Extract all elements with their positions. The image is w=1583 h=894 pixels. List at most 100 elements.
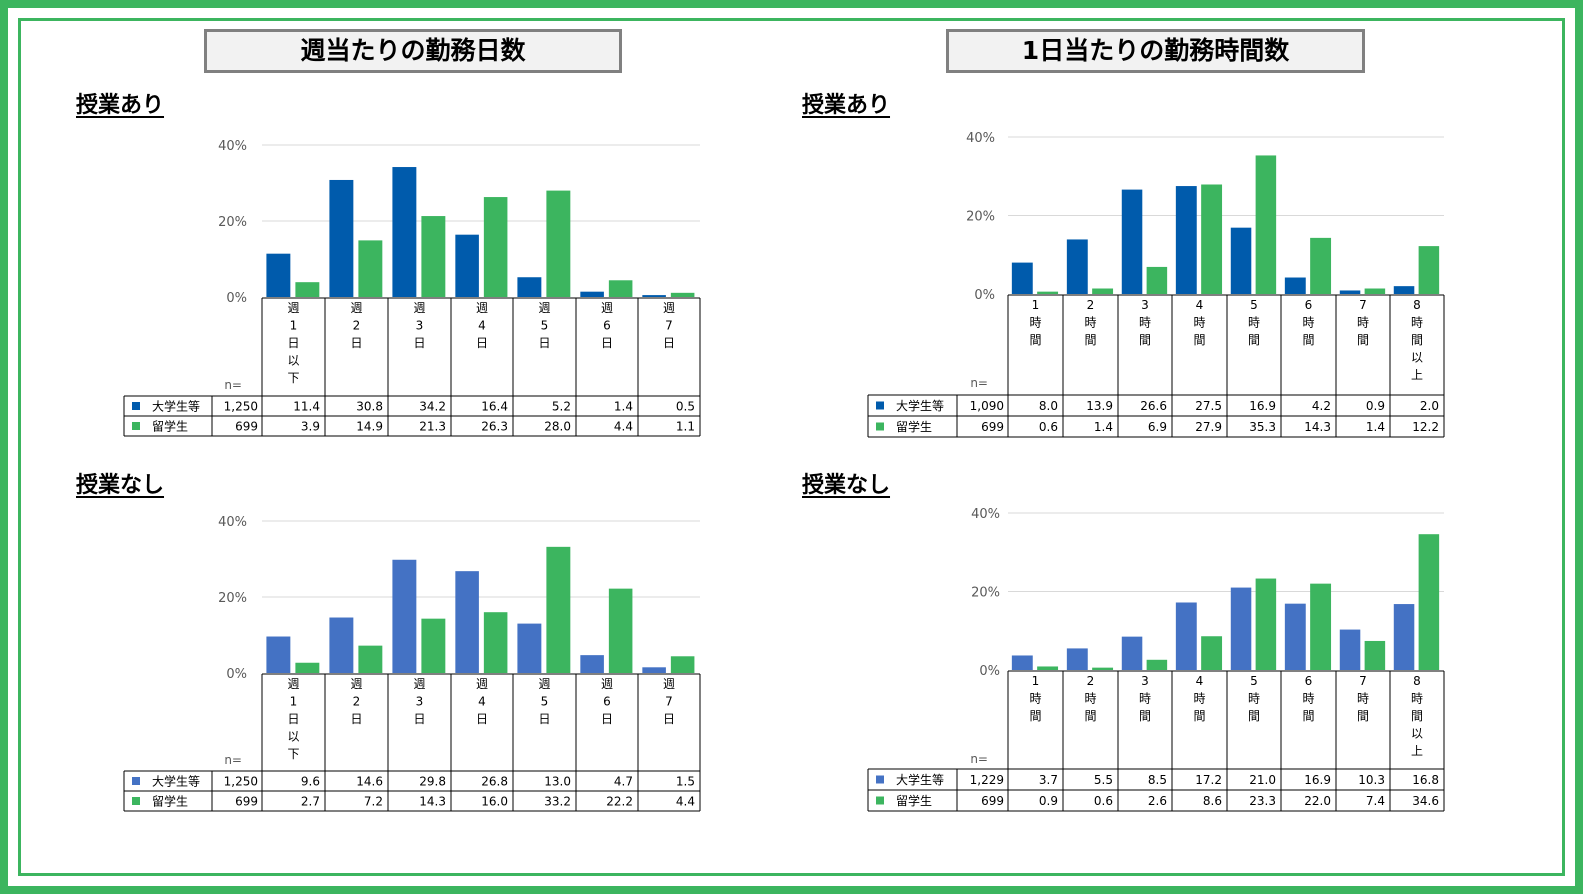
hours-with-class-legend-swatch-univ: [876, 401, 884, 410]
hours-with-class-value-label: 4.2: [1312, 399, 1331, 413]
hours-without-class-value-label: 3.7: [1039, 773, 1058, 787]
hours-without-class-category-label: 時: [1139, 692, 1151, 706]
days-with-class-bar-univ: [580, 291, 604, 297]
days-with-class-value-label: 14.9: [356, 420, 383, 434]
hours-with-class-value-label: 27.9: [1195, 420, 1222, 434]
days-without-class-bar-intl: [546, 546, 571, 673]
days-without-class-category-label: 2: [353, 695, 361, 709]
days-with-class-category-label: 週: [476, 301, 488, 315]
hours-with-class-category-label: 間: [1411, 333, 1423, 347]
days-with-class-value-label: 0.5: [676, 400, 695, 414]
hours-with-class-category-label: 時: [1029, 316, 1041, 330]
inner-frame: [18, 18, 1565, 876]
hours-without-class-n-label: n=: [970, 752, 988, 766]
days-with-class-bar-univ: [642, 295, 666, 297]
hours-without-class-category-label: 時: [1029, 692, 1041, 706]
section-days-without-class: 授業なし: [76, 473, 165, 498]
hours-without-class-category-label: 間: [1357, 709, 1369, 723]
hours-without-class-value-label: 8.6: [1203, 794, 1222, 808]
hours-without-class-category-label: 間: [1029, 709, 1041, 723]
days-without-class-value-label: 9.6: [301, 775, 320, 789]
hours-with-class-category-label: 8: [1413, 298, 1421, 312]
days-with-class-bar-intl: [483, 197, 508, 297]
days-without-class-category-label: 6: [603, 695, 611, 709]
hours-with-class-n-value: 1,090: [970, 399, 1004, 413]
hours-with-class-series-name: 留学生: [896, 419, 932, 434]
days-without-class-bar-univ: [642, 667, 666, 673]
hours-without-class-bar-univ: [1011, 655, 1033, 670]
days-with-class-series-name: 留学生: [152, 419, 188, 434]
hours-without-class-category-label: 時: [1357, 692, 1369, 706]
hours-with-class-value-label: 16.9: [1249, 399, 1276, 413]
days-without-class-category-label: 下: [287, 747, 299, 761]
days-without-class-bar-univ: [329, 617, 354, 673]
days-with-class-category-label: 1: [290, 319, 298, 333]
days-with-class-bar-intl: [670, 292, 695, 297]
days-without-class-legend-swatch-univ: [132, 777, 140, 785]
days-without-class-value-label: 7.2: [364, 795, 383, 809]
days-with-class-legend-swatch-univ: [132, 402, 140, 410]
days-without-class-category-label: 5: [541, 695, 549, 709]
hours-without-class-category-label: 3: [1141, 674, 1149, 688]
days-with-class-value-label: 26.3: [481, 420, 508, 434]
hours-with-class-value-label: 6.9: [1148, 420, 1167, 434]
hours-with-class-bar-univ: [1175, 186, 1197, 294]
hours-without-class-ytick-label: 20%: [971, 586, 1000, 601]
days-without-class-value-label: 16.0: [481, 795, 508, 809]
days-with-class-category-label: 週: [350, 301, 362, 315]
days-without-class-bar-univ: [392, 559, 417, 673]
hours-without-class-value-label: 16.8: [1412, 773, 1439, 787]
days-with-class-category-label: 4: [478, 319, 486, 333]
days-without-class-bar-univ: [580, 655, 604, 673]
days-without-class-n-value: 699: [235, 795, 258, 809]
days-without-class-series-name: 留学生: [152, 794, 188, 809]
days-with-class-value-label: 1.4: [614, 400, 633, 414]
hours-without-class-value-label: 17.2: [1195, 773, 1222, 787]
days-without-class-bar-intl: [483, 612, 508, 673]
days-with-class-ytick-label: 0%: [226, 291, 247, 306]
days-without-class-category-label: 週: [287, 677, 299, 691]
hours-without-class-category-label: 6: [1305, 674, 1313, 688]
hours-without-class-category-label: 上: [1411, 744, 1423, 758]
days-without-class-ytick-label: 40%: [218, 515, 247, 530]
hours-without-class-category-label: 間: [1084, 709, 1096, 723]
days-without-class-bar-univ: [455, 571, 479, 673]
hours-without-class-value-label: 2.6: [1148, 794, 1167, 808]
hours-with-class-category-label: 間: [1193, 333, 1205, 347]
hours-without-class-ytick-label: 0%: [979, 664, 1000, 679]
hours-without-class-value-label: 34.6: [1412, 794, 1439, 808]
hours-with-class-value-label: 1.4: [1366, 420, 1385, 434]
hours-without-class-bar-univ: [1175, 602, 1197, 670]
hours-without-class-category-label: 1: [1032, 674, 1040, 688]
days-with-class-legend-swatch-intl: [132, 422, 140, 430]
days-without-class-category-label: 週: [476, 677, 488, 691]
hours-without-class-bar-univ: [1339, 629, 1361, 670]
hours-without-class-category-label: 時: [1411, 692, 1423, 706]
hours-with-class-n-value: 699: [981, 420, 1004, 434]
days-with-class-ytick-label: 20%: [218, 215, 247, 230]
hours-with-class-value-label: 2.0: [1420, 399, 1439, 413]
hours-without-class-category-label: 時: [1193, 692, 1205, 706]
section-days-with-class: 授業あり: [76, 93, 165, 118]
hours-with-class-ytick-label: 0%: [974, 288, 995, 303]
days-without-class-category-label: 日: [601, 712, 613, 726]
hours-without-class-ytick-label: 40%: [971, 507, 1000, 522]
hours-with-class-value-label: 27.5: [1195, 399, 1222, 413]
hours-with-class-bar-univ: [1011, 262, 1033, 294]
days-without-class-category-label: 日: [663, 712, 675, 726]
days-without-class-value-label: 22.2: [606, 795, 633, 809]
hours-without-class-value-label: 23.3: [1249, 794, 1276, 808]
hours-without-class-category-label: 時: [1084, 692, 1096, 706]
days-with-class-category-label: 週: [538, 301, 550, 315]
hours-without-class-value-label: 16.9: [1304, 773, 1331, 787]
days-without-class-bar-univ: [517, 623, 542, 673]
days-without-class-value-label: 26.8: [481, 775, 508, 789]
hours-without-class-bar-univ: [1066, 648, 1088, 670]
hours-with-class-bar-intl: [1146, 266, 1168, 294]
days-without-class-bar-intl: [295, 662, 320, 673]
days-with-class-ytick-label: 40%: [218, 139, 247, 154]
days-with-class-bar-intl: [421, 216, 446, 297]
hours-with-class-ytick-label: 40%: [966, 131, 995, 146]
